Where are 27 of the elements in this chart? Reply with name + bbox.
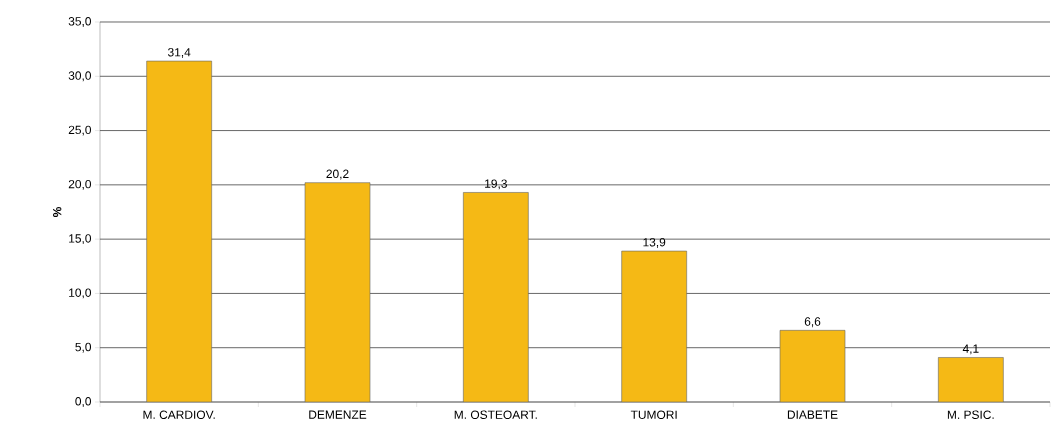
x-tick-label: M. OSTEOART. <box>454 410 537 419</box>
y-tick-label: 5,0 <box>75 342 92 353</box>
data-label: 13,9 <box>643 238 666 248</box>
bar <box>779 330 846 402</box>
y-tick-label: 15,0 <box>69 234 92 245</box>
bar <box>938 357 1004 402</box>
data-label: 4,1 <box>962 344 979 355</box>
y-axis-title: % <box>52 207 62 218</box>
y-tick-label: 0,0 <box>75 397 92 407</box>
x-tick-label: M. CARDIOV. <box>143 410 215 419</box>
y-tick-label: 10,0 <box>69 288 92 299</box>
bar <box>463 192 529 402</box>
data-label: 20,2 <box>326 169 349 180</box>
data-label: 31,4 <box>167 48 191 58</box>
y-tick-label: 35,0 <box>68 17 92 27</box>
y-tick-label: 30,0 <box>68 71 92 82</box>
x-tick-label: TUMORI <box>630 410 677 419</box>
data-label: 6,6 <box>804 317 821 328</box>
bar <box>304 182 371 402</box>
x-tick-label: M. PSIC. <box>947 410 994 419</box>
y-tick-label: 20,0 <box>68 179 92 190</box>
y-tick-label: 25,0 <box>68 125 92 136</box>
bar <box>146 60 212 402</box>
x-tick-label: DEMENZE <box>309 410 367 419</box>
bar <box>621 250 687 402</box>
data-label: 19,3 <box>485 179 507 190</box>
x-tick-label: DIABETE <box>787 410 838 419</box>
